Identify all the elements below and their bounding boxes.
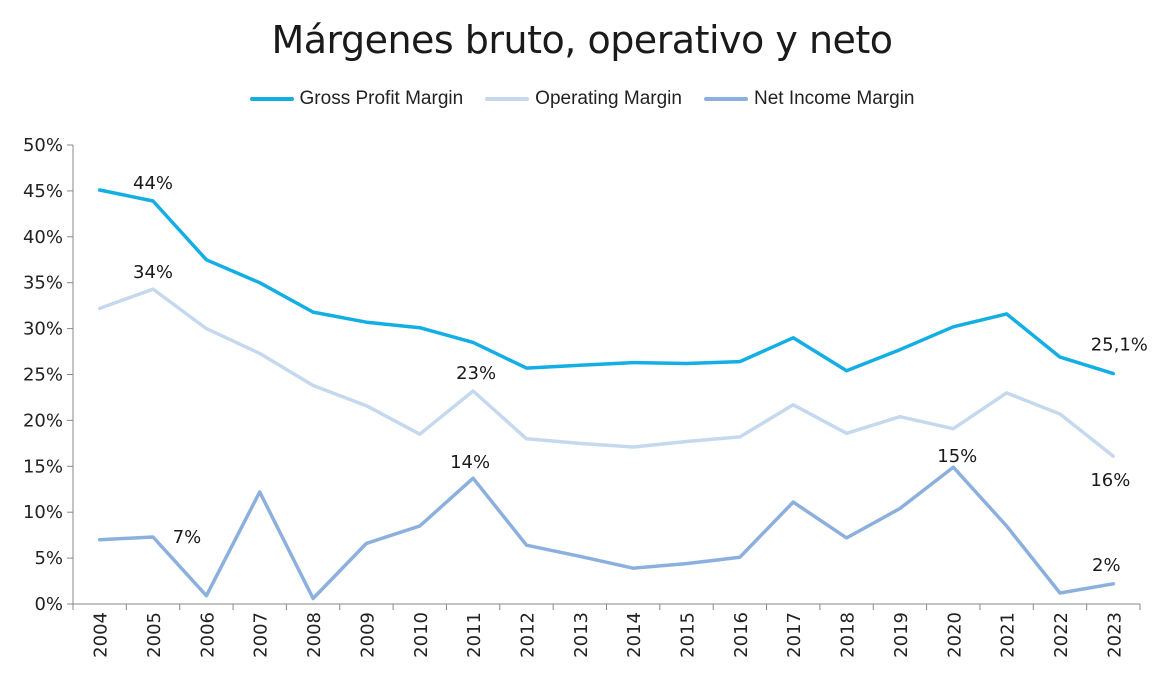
data-label: 2%: [1092, 555, 1121, 576]
data-label: 14%: [450, 452, 490, 473]
x-tick-label: 2005: [144, 612, 165, 658]
x-tick-label: 2006: [197, 612, 218, 658]
chart-title: Márgenes bruto, operativo y neto: [271, 18, 893, 62]
x-tick-label: 2020: [944, 612, 965, 658]
data-label: 34%: [133, 262, 173, 283]
x-tick-label: 2023: [1104, 612, 1125, 658]
legend-item-net-income: Net Income Margin: [703, 88, 915, 110]
legend-item-operating: Operating Margin: [485, 88, 682, 110]
x-tick-label: 2016: [731, 612, 752, 658]
series-line-2: [97, 465, 1116, 601]
x-tick-label: 2004: [91, 612, 112, 658]
y-tick-label: 45%: [23, 181, 63, 202]
legend-label-net-income: Net Income Margin: [753, 88, 915, 109]
data-label: 7%: [173, 527, 202, 548]
legend-item-gross-profit: Gross Profit Margin: [249, 88, 464, 110]
x-tick-label: 2009: [357, 612, 378, 658]
y-tick-label: 10%: [23, 502, 63, 523]
y-tick-label: 35%: [23, 273, 63, 294]
data-label: 23%: [456, 363, 496, 384]
data-label: 44%: [133, 173, 173, 194]
y-tick-label: 15%: [23, 456, 63, 477]
x-tick-label: 2014: [624, 612, 645, 658]
legend-swatch-gross-profit: [249, 97, 294, 101]
series-line-0: [97, 188, 1116, 376]
y-tick-label: 40%: [23, 227, 63, 248]
x-tick-label: 2010: [411, 612, 432, 658]
y-tick-label: 30%: [23, 319, 63, 340]
y-tick-label: 5%: [34, 548, 63, 569]
legend-swatch-operating: [485, 97, 530, 101]
data-label: 15%: [937, 446, 977, 467]
x-tick-label: 2015: [678, 612, 699, 658]
x-tick-label: 2007: [251, 612, 272, 658]
series-line-1: [97, 287, 1116, 458]
x-tick-label: 2018: [838, 612, 859, 658]
x-tick-label: 2011: [464, 612, 485, 658]
data-label: 25,1%: [1091, 335, 1148, 356]
x-tick-label: 2017: [784, 612, 805, 658]
x-tick-label: 2008: [304, 612, 325, 658]
y-tick-label: 25%: [23, 365, 63, 386]
x-tick-label: 2022: [1051, 612, 1072, 658]
x-tick-label: 2012: [517, 612, 538, 658]
legend-swatch-net-income: [703, 97, 748, 101]
legend: Gross Profit Margin Operating Margin Net…: [0, 88, 1164, 110]
x-tick-label: 2019: [891, 612, 912, 658]
y-tick-label: 0%: [34, 594, 63, 615]
y-tick-label: 20%: [23, 410, 63, 431]
x-tick-label: 2021: [998, 612, 1019, 658]
y-tick-label: 50%: [23, 135, 63, 156]
data-label: 16%: [1090, 470, 1130, 491]
x-tick-label: 2013: [571, 612, 592, 658]
legend-label-gross-profit: Gross Profit Margin: [299, 88, 464, 109]
legend-label-operating: Operating Margin: [535, 88, 682, 109]
